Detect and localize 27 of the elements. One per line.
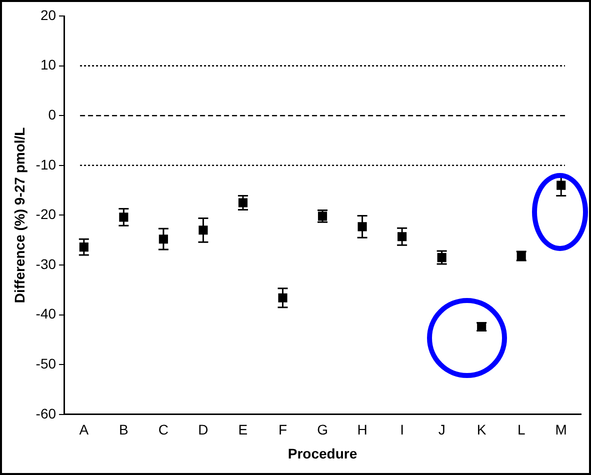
y-axis-title: Difference (%) 9-27 pmol/L (11, 126, 28, 304)
x-tick-label: E (238, 422, 248, 438)
x-tick-label: F (278, 422, 288, 438)
x-tick-label: G (317, 422, 328, 438)
y-tick-label: -40 (36, 306, 56, 322)
x-tick-label: D (198, 422, 208, 438)
x-tick-label: M (555, 422, 567, 438)
y-tick-label: 0 (48, 106, 56, 122)
x-tick-label: K (476, 422, 487, 438)
x-tick-label: A (79, 422, 90, 438)
x-tick-label: I (400, 422, 404, 438)
y-tick-label: -30 (36, 256, 56, 272)
x-axis-title: Procedure (288, 445, 358, 462)
x-tick-label: B (119, 422, 128, 438)
point (358, 222, 367, 232)
x-tick-label: H (357, 422, 368, 438)
y-tick-label: 20 (40, 6, 56, 23)
point (198, 226, 208, 235)
x-tick-label: L (517, 422, 526, 438)
point (278, 293, 288, 302)
x-tick-label: C (158, 422, 169, 438)
y-tick-label: -50 (36, 355, 56, 372)
y-tick-label: -60 (36, 405, 56, 422)
x-tick-label: J (438, 422, 446, 438)
y-tick-label: 10 (40, 56, 56, 73)
y-tick-label: -20 (36, 206, 56, 222)
y-tick-label: -10 (36, 156, 56, 172)
